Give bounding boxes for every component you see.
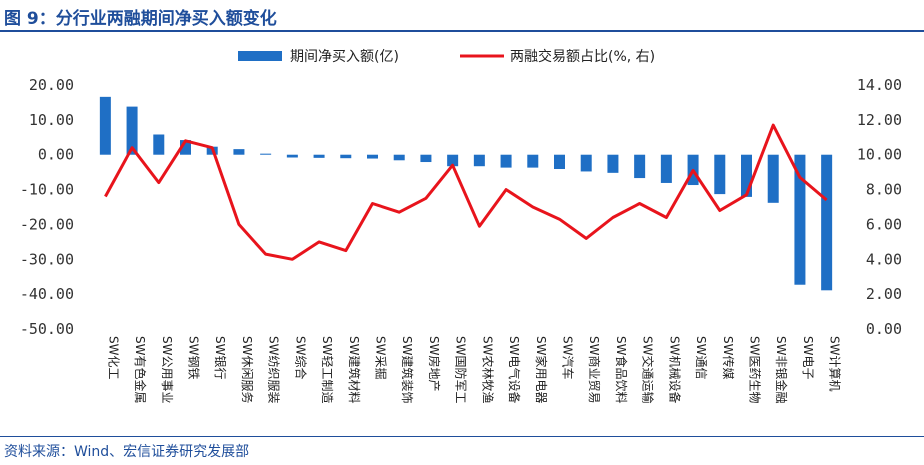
bar-SW电气设备 bbox=[500, 154, 512, 168]
category-label: SW建筑材料 bbox=[347, 336, 362, 403]
bar-SW农林牧渔 bbox=[473, 154, 485, 167]
category-label: SW有色金属 bbox=[133, 336, 148, 403]
category-label: SW商业贸易 bbox=[587, 336, 602, 403]
category-label: SW化工 bbox=[106, 336, 120, 379]
left-tick-label: 10.00 bbox=[29, 111, 74, 129]
right-tick-label: 4.00 bbox=[866, 250, 902, 268]
right-tick-label: 10.00 bbox=[857, 146, 902, 164]
bar-SW化工 bbox=[99, 96, 111, 155]
category-label: SW建筑装饰 bbox=[400, 336, 415, 403]
bar-SW家用电器 bbox=[527, 154, 539, 168]
category-label: SW房地产 bbox=[427, 336, 442, 391]
source-note: 资料来源：Wind、宏信证券研究发展部 bbox=[4, 444, 250, 460]
category-label: SW通信 bbox=[694, 336, 708, 379]
category-label: SW国防军工 bbox=[454, 336, 469, 403]
bar-SW房地产 bbox=[420, 154, 432, 163]
left-tick-label: 0.00 bbox=[38, 146, 74, 164]
bar-SW休闲服务 bbox=[233, 149, 245, 155]
bar-SW非银金融 bbox=[767, 154, 779, 203]
bar-SW机械设备 bbox=[660, 154, 672, 183]
bar-SW医药生物 bbox=[741, 154, 752, 197]
category-label: SW机械设备 bbox=[667, 336, 682, 403]
bar-SW电子 bbox=[794, 154, 806, 285]
right-tick-label: 6.00 bbox=[866, 215, 902, 233]
bar-SW综合 bbox=[286, 154, 298, 158]
left-tick-label: 20.00 bbox=[29, 76, 74, 94]
category-label: SW轻工制造 bbox=[320, 336, 334, 403]
bar-SW国防军工 bbox=[447, 154, 459, 167]
bar-SW有色金属 bbox=[126, 106, 138, 155]
title-bar: 图 9：分行业两融期间净买入额变化 bbox=[0, 0, 924, 32]
series-line bbox=[104, 123, 828, 261]
category-label: SW医药生物 bbox=[748, 336, 762, 403]
left-tick-label: -30.00 bbox=[20, 250, 74, 268]
category-label: SW银行 bbox=[213, 336, 227, 379]
category-label: SW综合 bbox=[293, 336, 308, 379]
category-label: SW钢铁 bbox=[187, 336, 201, 379]
left-tick-label: -20.00 bbox=[20, 215, 74, 233]
bar-SW食品饮料 bbox=[607, 154, 619, 173]
bar-SW公用事业 bbox=[153, 134, 165, 155]
category-label: SW家用电器 bbox=[534, 336, 549, 403]
bar-SW计算机 bbox=[821, 154, 833, 291]
bar-SW采掘 bbox=[367, 154, 378, 159]
bar-SW纺织服装 bbox=[260, 153, 272, 155]
bar-SW汽车 bbox=[554, 154, 565, 170]
category-label: SW纺织服装 bbox=[267, 336, 281, 403]
bar-SW钢铁 bbox=[180, 140, 191, 155]
category-label: SW传媒 bbox=[721, 336, 736, 379]
legend-line-label: 两融交易额占比(%, 右) bbox=[510, 48, 655, 65]
right-tick-label: 12.00 bbox=[857, 111, 902, 129]
category-label: SW休闲服务 bbox=[240, 336, 255, 403]
bar-SW交通运输 bbox=[634, 154, 646, 179]
bar-SW轻工制造 bbox=[313, 154, 325, 158]
bar-SW建筑装饰 bbox=[393, 154, 405, 161]
footer-divider bbox=[0, 436, 924, 437]
category-label: SW农林牧渔 bbox=[480, 336, 494, 403]
bar-SW商业贸易 bbox=[580, 154, 592, 172]
left-tick-label: -40.00 bbox=[20, 285, 74, 303]
legend-bar-swatch bbox=[238, 51, 282, 61]
bar-SW建筑材料 bbox=[340, 154, 352, 159]
left-tick-label: -50.00 bbox=[20, 320, 74, 338]
bar-SW传媒 bbox=[714, 154, 726, 195]
right-tick-label: 2.00 bbox=[866, 285, 902, 303]
right-tick-label: 8.00 bbox=[866, 181, 902, 199]
category-label: SW交通运输 bbox=[641, 336, 656, 403]
title-divider bbox=[0, 30, 924, 32]
category-label: SW公用事业 bbox=[160, 336, 174, 403]
page-title: 图 9：分行业两融期间净买入额变化 bbox=[4, 9, 277, 29]
category-label: SW食品饮料 bbox=[614, 336, 629, 403]
category-label: SW采掘 bbox=[374, 336, 389, 379]
category-label: SW电气设备 bbox=[507, 336, 522, 403]
category-label: SW电子 bbox=[801, 336, 815, 379]
left-tick-label: -10.00 bbox=[20, 181, 74, 199]
category-label: SW计算机 bbox=[828, 336, 843, 391]
category-label: SW非银金融 bbox=[774, 336, 789, 403]
right-tick-label: 14.00 bbox=[857, 76, 902, 94]
right-tick-label: 0.00 bbox=[866, 320, 902, 338]
legend-bar-label: 期间净买入额(亿) bbox=[290, 49, 399, 65]
category-label: SW汽车 bbox=[561, 336, 576, 379]
